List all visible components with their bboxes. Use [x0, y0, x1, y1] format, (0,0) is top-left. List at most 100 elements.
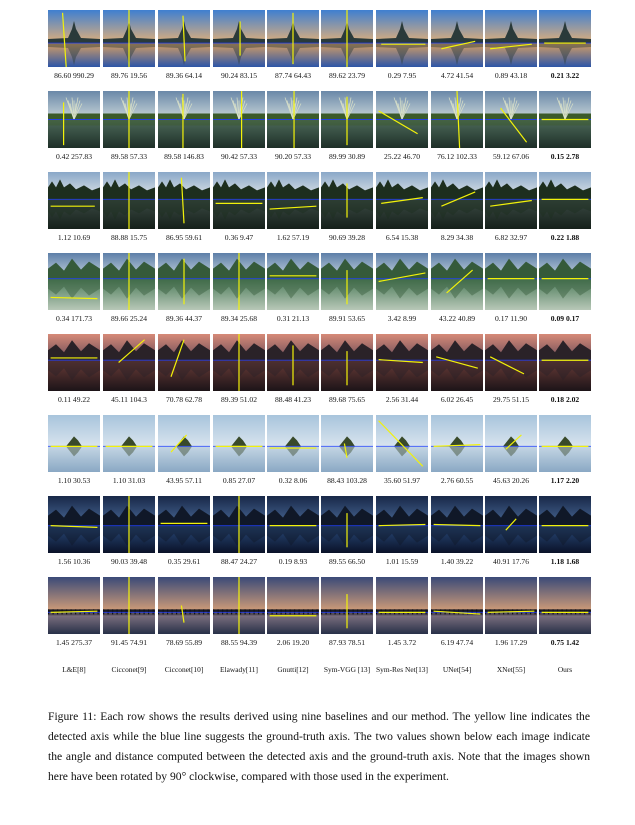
- thumb-water: [103, 446, 155, 472]
- thumb-water: [485, 199, 537, 229]
- result-thumbnail: [158, 577, 210, 634]
- result-cell: 1.56 10.36: [48, 496, 100, 577]
- detected-axis: [490, 199, 532, 207]
- thumb-reed-stroke: [401, 100, 409, 120]
- thumb-landscape: [376, 505, 428, 526]
- result-thumbnail: [539, 172, 591, 229]
- result-cell: 6.54 15.38: [376, 172, 428, 253]
- thumb-water: [431, 612, 483, 634]
- result-thumbnail: [485, 10, 537, 67]
- thumb-pier-post: [143, 609, 145, 615]
- detected-axis: [433, 610, 481, 615]
- result-thumbnail: [431, 496, 483, 553]
- result-thumbnail: [48, 415, 100, 472]
- thumb-reflection: [431, 43, 483, 66]
- result-cell: 89.39 51.02: [213, 334, 265, 415]
- result-thumbnail: [485, 253, 537, 310]
- angle-distance-values: 0.17 11.90: [495, 314, 527, 323]
- result-row: 1.56 10.36 90.03 39.48 0.35 29.61 88.47 24.…: [48, 496, 592, 577]
- thumb-pier-post: [453, 609, 455, 615]
- thumb-reflection: [485, 525, 537, 546]
- thumb-reed-stroke: [73, 100, 81, 120]
- result-thumbnail: [158, 10, 210, 67]
- result-thumbnail: [103, 334, 155, 391]
- thumb-water: [267, 612, 319, 634]
- thumb-water: [539, 199, 591, 229]
- result-cell: 90.20 57.33: [267, 91, 319, 172]
- angle-distance-values: 0.22 1.88: [550, 233, 580, 242]
- result-cell: 2.06 19.20: [267, 577, 319, 658]
- result-cell: 2.76 60.55: [431, 415, 483, 496]
- thumb-water: [48, 525, 100, 553]
- result-thumbnail: [48, 496, 100, 553]
- thumb-reflection: [539, 119, 591, 126]
- result-cell: 89.55 66.50: [321, 496, 373, 577]
- thumb-pier-post: [267, 609, 269, 615]
- thumb-reed-stroke: [342, 103, 348, 120]
- angle-distance-values: 0.09 0.17: [550, 314, 580, 323]
- result-thumbnail: [485, 496, 537, 553]
- result-thumbnail: [321, 253, 373, 310]
- thumb-reflection: [66, 446, 82, 457]
- result-thumbnail: [321, 91, 373, 148]
- thumb-reflection: [48, 612, 100, 616]
- thumb-water: [376, 278, 428, 310]
- result-cell: 1.45 275.37: [48, 577, 100, 658]
- angle-distance-values: 90.42 57.33: [220, 152, 258, 161]
- thumb-landscape: [539, 609, 591, 613]
- result-thumbnail: [431, 415, 483, 472]
- thumb-water: [321, 446, 373, 472]
- thumb-reflection: [376, 119, 428, 126]
- thumb-landscape: [267, 505, 319, 526]
- thumb-water: [431, 446, 483, 472]
- result-cell: 1.12 10.69: [48, 172, 100, 253]
- angle-distance-values: 0.19 8.93: [278, 557, 308, 566]
- result-cell: 89.36 64.14: [158, 10, 210, 91]
- result-cell: 0.75 1.42: [539, 577, 591, 658]
- method-label: L&E[8]: [62, 665, 86, 674]
- thumb-landscape: [213, 179, 265, 200]
- result-thumbnail: [539, 10, 591, 67]
- thumb-reflection: [376, 278, 428, 299]
- thumb-reed-stroke: [183, 103, 193, 120]
- thumb-reed-stroke: [401, 103, 411, 120]
- result-cell: 89.62 23.79: [321, 10, 373, 91]
- result-cell: 89.66 25.24: [103, 253, 155, 334]
- result-row: 1.10 30.53 1.10 31.03 43.95 57.11 0.85 27.0…: [48, 415, 592, 496]
- thumb-reflection: [48, 119, 100, 126]
- thumb-sky: [539, 577, 591, 613]
- angle-distance-values: 88.55 94.39: [220, 638, 258, 647]
- thumb-water: [48, 119, 100, 148]
- thumb-pier-post: [139, 609, 141, 615]
- result-cell: 90.24 83.15: [213, 10, 265, 91]
- thumb-pier-post: [97, 609, 99, 615]
- thumb-reflection: [267, 525, 319, 546]
- result-row: 1.45 275.37 91.45 74.91 78.69 55.89 88.55 9…: [48, 577, 592, 658]
- thumb-landscape: [158, 609, 210, 613]
- thumb-pier-post: [276, 609, 278, 615]
- thumb-pier-post: [107, 609, 109, 615]
- thumb-reflection: [376, 612, 428, 616]
- thumb-landscape: [431, 21, 483, 44]
- thumb-pier-post: [213, 609, 215, 615]
- thumb-water: [48, 360, 100, 391]
- result-thumbnail: [539, 334, 591, 391]
- thumb-pier-post: [235, 609, 237, 615]
- detected-axis: [180, 177, 185, 224]
- thumb-reed-stroke: [346, 100, 354, 120]
- detected-axis: [50, 610, 98, 613]
- thumb-pier-post: [307, 609, 309, 615]
- result-thumbnail: [321, 10, 373, 67]
- thumb-landscape: [158, 179, 210, 200]
- detected-axis: [489, 356, 525, 375]
- result-cell: 6.19 47.74: [431, 577, 483, 658]
- thumb-landscape: [376, 179, 428, 200]
- thumb-reflection: [213, 43, 265, 66]
- result-row: 0.34 171.73 89.66 25.24 89.36 44.37 89.34 2…: [48, 253, 592, 334]
- angle-distance-values: 78.69 55.89: [165, 638, 203, 647]
- thumb-landscape: [539, 21, 591, 44]
- detected-axis: [378, 272, 426, 283]
- angle-distance-values: 0.11 49.22: [58, 395, 90, 404]
- angle-distance-values: 40.91 17.76: [492, 557, 530, 566]
- thumb-reflection: [121, 446, 137, 457]
